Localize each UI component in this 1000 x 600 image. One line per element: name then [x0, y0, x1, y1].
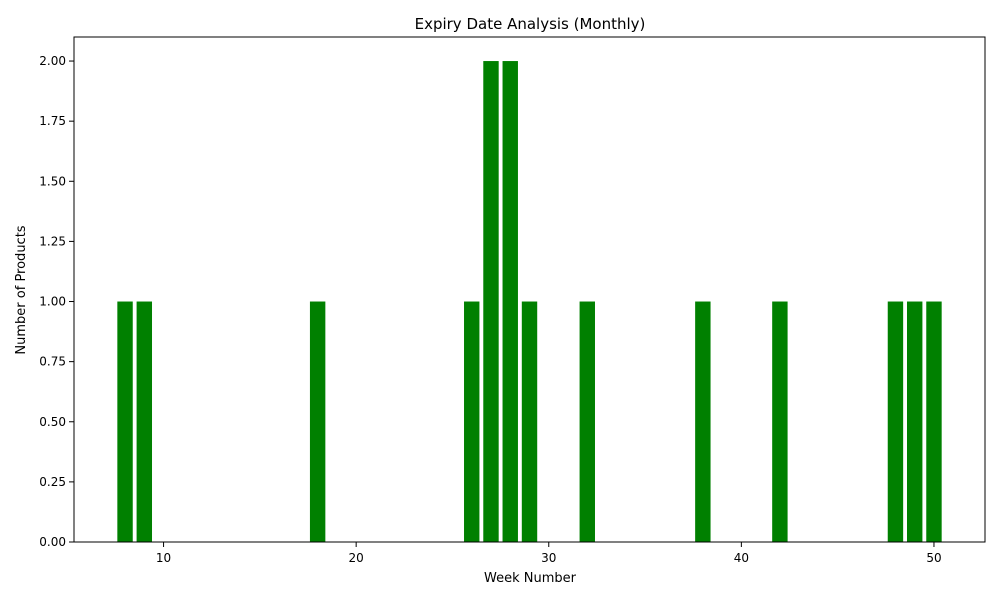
y-tick-label: 2.00: [39, 54, 66, 68]
bar-week-27: [483, 61, 499, 543]
y-tick-label: 1.75: [39, 114, 66, 128]
x-axis-ticks: 10 20 30 40 50: [156, 542, 942, 565]
y-tick-label: 0.00: [39, 535, 66, 549]
bar-week-42: [772, 301, 788, 542]
y-tick-label: 0.50: [39, 415, 66, 429]
bar-week-38: [695, 301, 711, 542]
y-tick-label: 1.00: [39, 295, 66, 309]
bar-week-32: [579, 301, 595, 542]
x-axis-label: Week Number: [484, 571, 577, 586]
bar-week-48: [887, 301, 904, 542]
bar-week-49: [907, 301, 923, 542]
y-axis-ticks: 0.00 0.25 0.50 0.75 1.00 1.25 1.50 1.75 2.00: [39, 54, 74, 549]
plot-frame: [73, 36, 986, 543]
bar-week-28: [502, 61, 518, 543]
y-tick-label: 1.50: [39, 174, 66, 188]
y-axis-label: Number of Products: [14, 225, 29, 354]
chart-title: Expiry Date Analysis (Monthly): [415, 15, 646, 33]
y-tick-label: 0.75: [39, 355, 66, 369]
x-tick-label: 50: [926, 551, 941, 565]
y-tick-label: 1.25: [39, 234, 66, 248]
bar-week-18: [309, 301, 326, 542]
bar-week-50: [926, 301, 942, 542]
bar-week-9: [136, 301, 153, 542]
x-tick-label: 20: [349, 551, 364, 565]
y-tick-label: 0.25: [39, 475, 66, 489]
bar-week-26: [464, 301, 480, 542]
bars-group: [117, 61, 942, 543]
x-tick-label: 10: [156, 551, 171, 565]
x-tick-label: 40: [734, 551, 749, 565]
bar-week-8: [117, 301, 133, 542]
bar-week-29: [521, 301, 538, 542]
x-tick-label: 30: [541, 551, 556, 565]
